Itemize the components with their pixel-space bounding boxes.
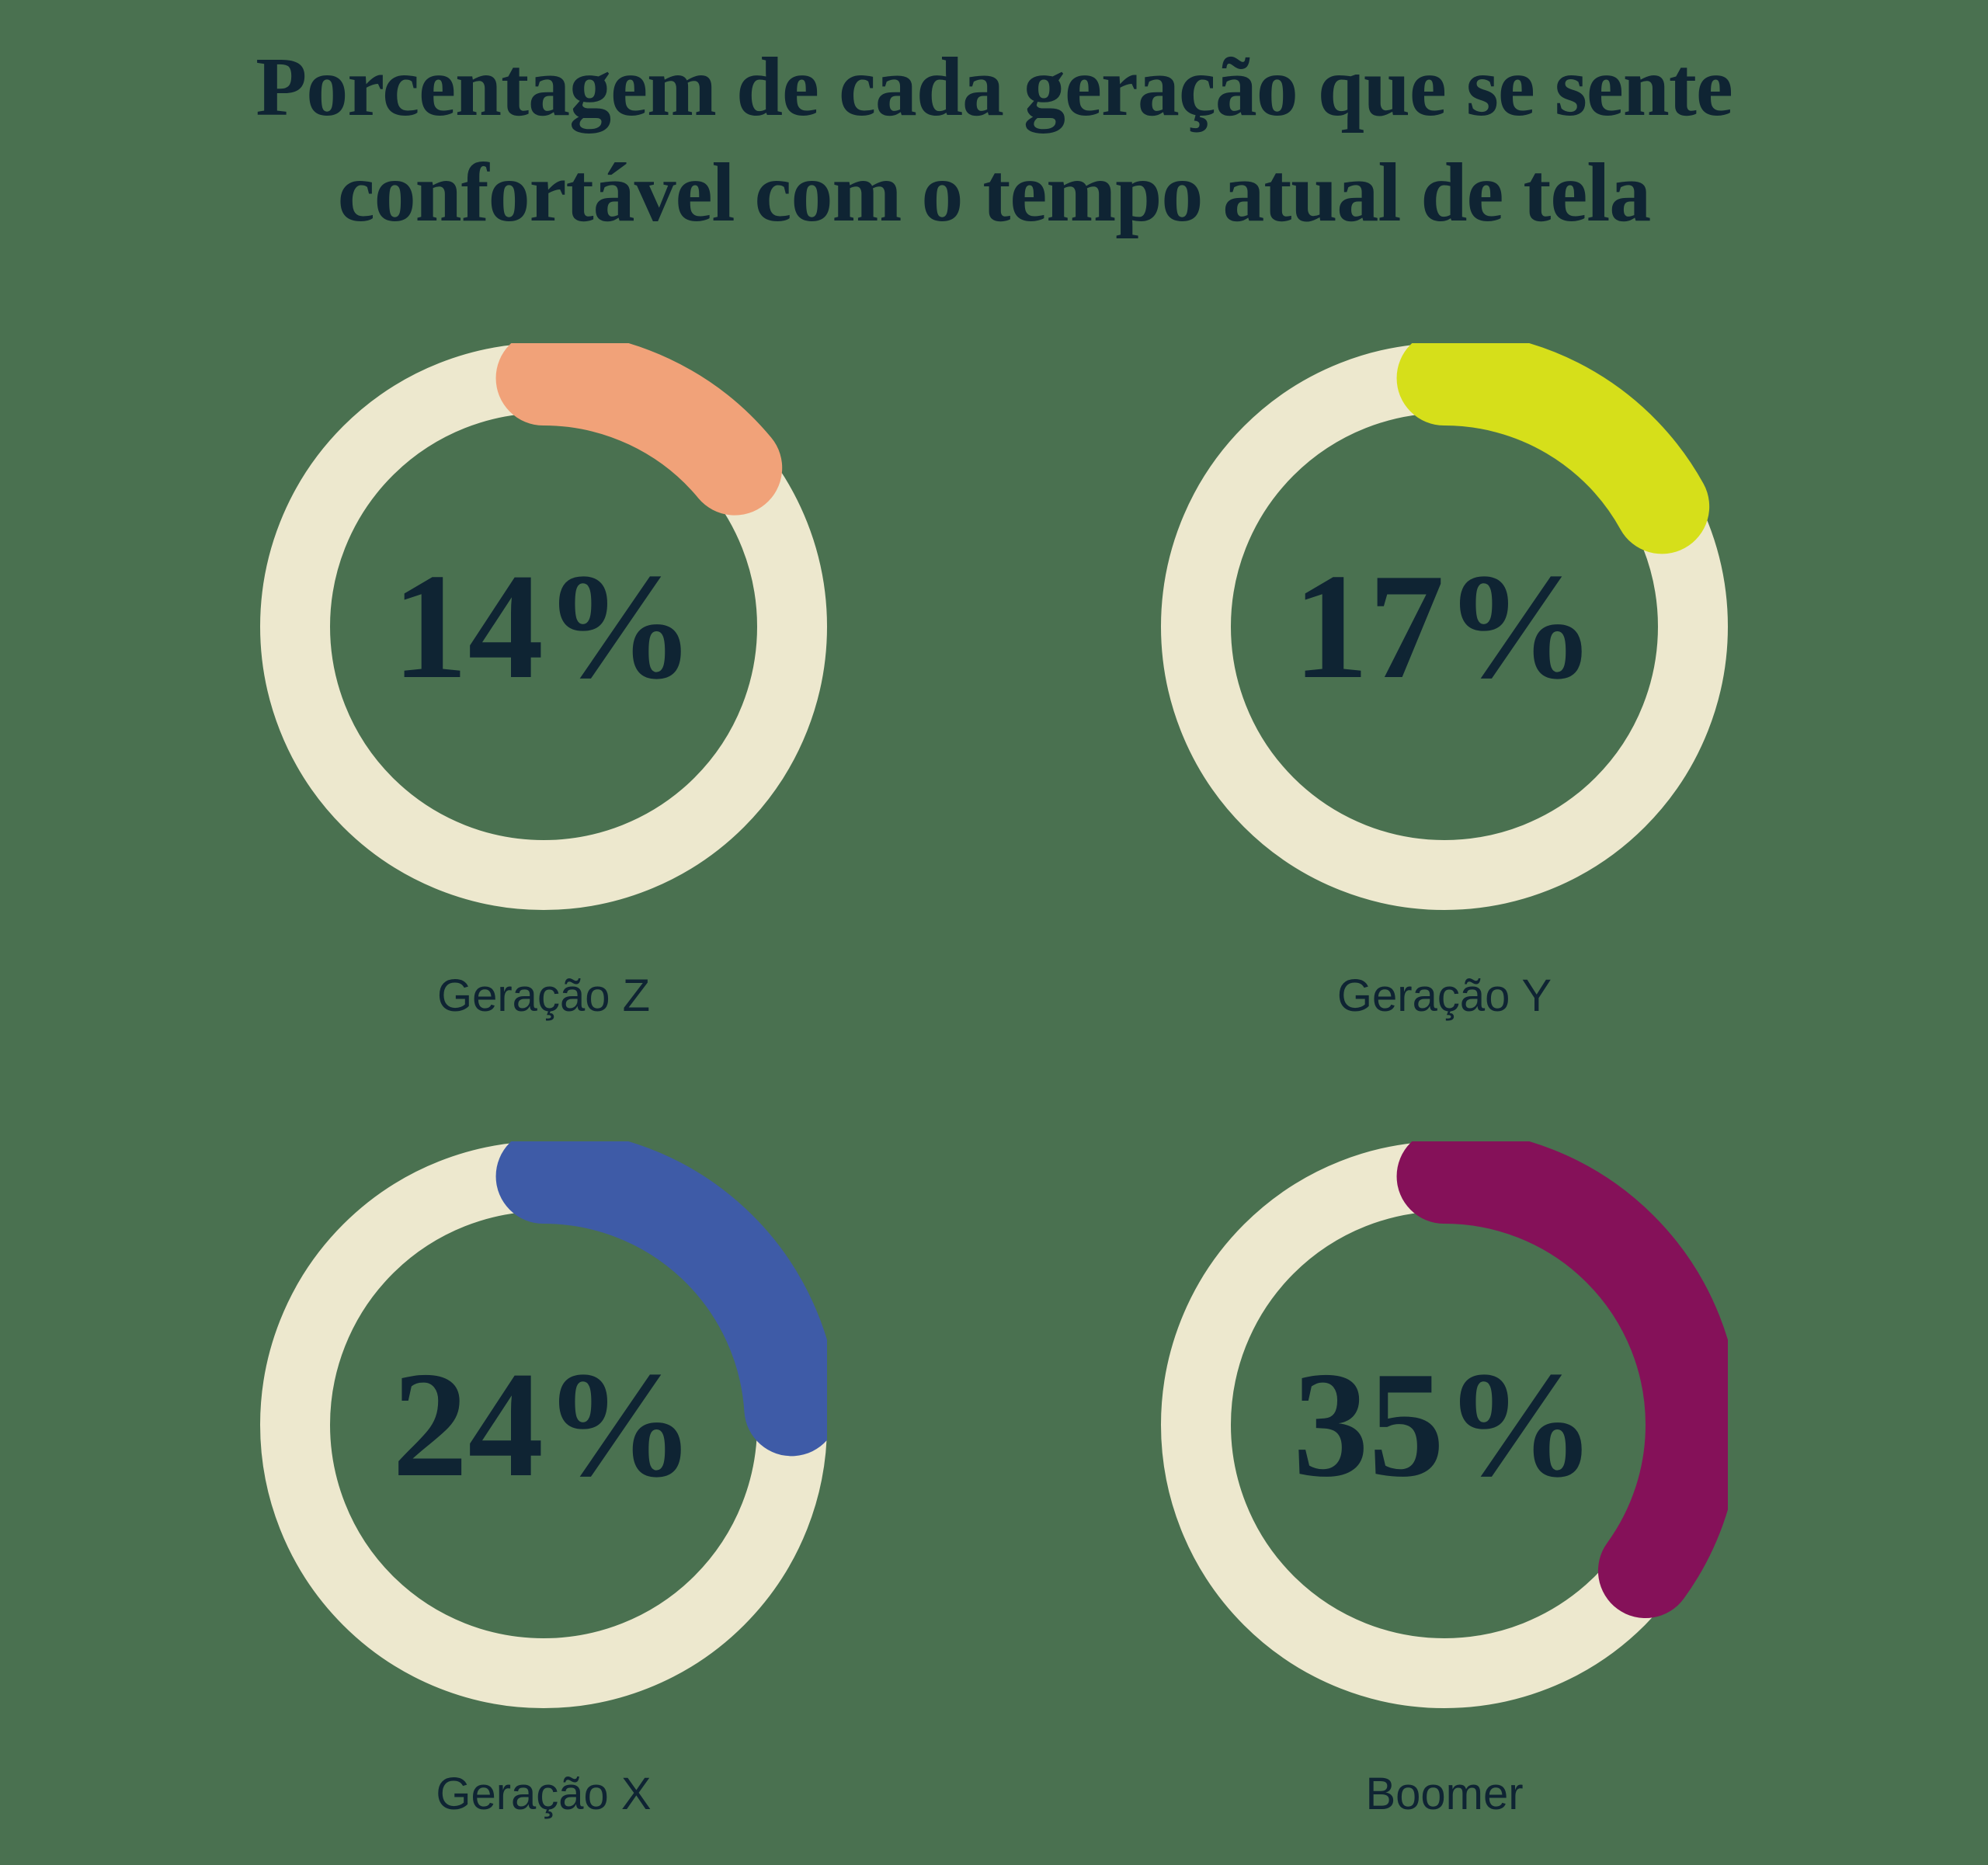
donut-percentage-value: 14% bbox=[392, 543, 695, 711]
donut-percentage-value: 35% bbox=[1293, 1340, 1596, 1509]
donut-svg-geracao-y bbox=[1161, 343, 1728, 911]
donut-geracao-z: 14% bbox=[260, 343, 827, 911]
donut-arc bbox=[1161, 1141, 1728, 1708]
donut-label: Geração Y bbox=[1336, 971, 1552, 1022]
donut-label: Geração Z bbox=[437, 971, 650, 1022]
donut-chart-boomer: 35% Boomer bbox=[1161, 1141, 1728, 1822]
donut-arc bbox=[260, 1141, 827, 1708]
donut-label: Geração X bbox=[436, 1768, 652, 1819]
donut-grid: 14% Geração Z 17% Geração Y 24% bbox=[260, 343, 1728, 1821]
donut-arc bbox=[260, 343, 827, 911]
donut-percentage-value: 24% bbox=[392, 1340, 695, 1509]
donut-percentage-value: 17% bbox=[1293, 543, 1596, 711]
donut-svg-geracao-x bbox=[260, 1141, 827, 1708]
donut-geracao-y: 17% bbox=[1161, 343, 1728, 911]
donut-arc bbox=[1161, 343, 1728, 911]
donut-label: Boomer bbox=[1365, 1768, 1524, 1819]
donut-chart-geracao-z: 14% Geração Z bbox=[260, 343, 827, 1023]
donut-svg-geracao-z bbox=[260, 343, 827, 911]
donut-geracao-x: 24% bbox=[260, 1141, 827, 1708]
donut-chart-geracao-x: 24% Geração X bbox=[260, 1141, 827, 1822]
donut-chart-geracao-y: 17% Geração Y bbox=[1161, 343, 1728, 1023]
donut-svg-boomer bbox=[1161, 1141, 1728, 1708]
donut-boomer: 35% bbox=[1161, 1141, 1728, 1708]
chart-title: Porcentagem de cada geração que se sente… bbox=[255, 41, 1733, 240]
